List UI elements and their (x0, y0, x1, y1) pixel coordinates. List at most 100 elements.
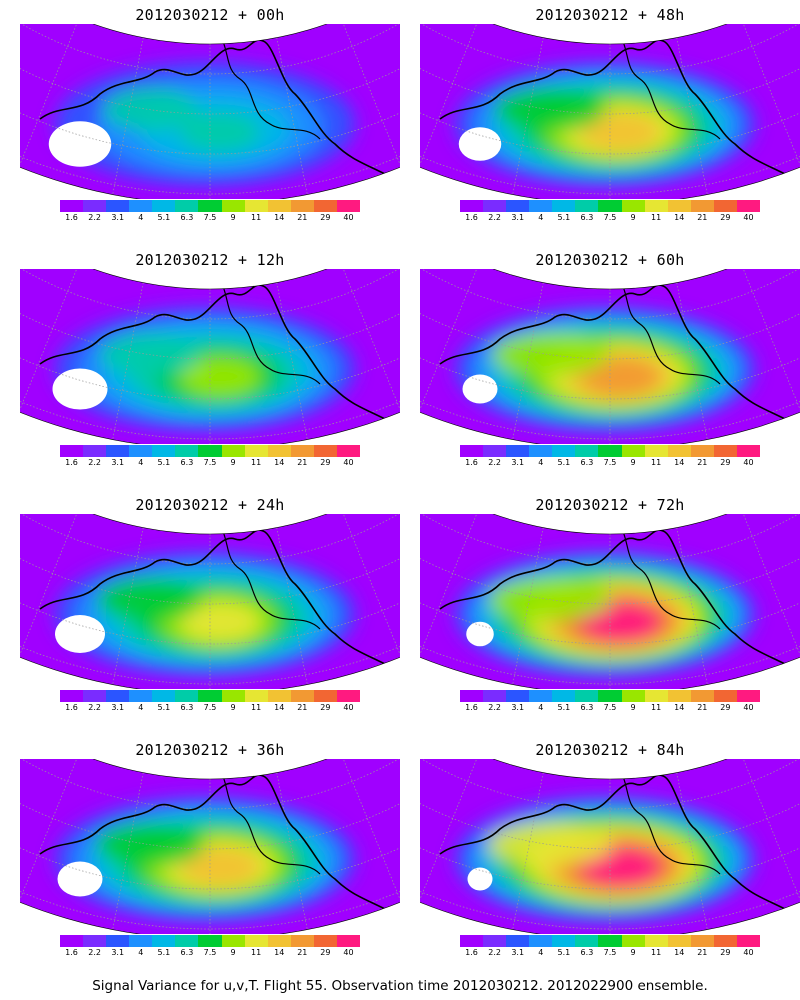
colorbar-tick-label: 29 (320, 948, 331, 957)
colorbar-segment (267, 200, 291, 212)
colorbar-segment (152, 200, 176, 212)
coastline (39, 284, 386, 420)
figure-caption: Signal Variance for u,v,T. Flight 55. Ob… (92, 978, 708, 994)
colorbar-tick-label: 1.6 (465, 948, 478, 957)
coastline (619, 523, 721, 630)
colorbar-tick-label: 14 (674, 948, 685, 957)
colorbar-segment (644, 935, 668, 947)
colorbar-segment (598, 935, 622, 947)
colorbar-segment (60, 445, 84, 457)
coastline (39, 774, 386, 910)
forecast-panel: 2012030212 + 60h 1.6 2.2 3.1 4 5.1 6.3 7.5 9 11 14… (420, 245, 800, 490)
colorbar-segment (244, 690, 268, 702)
colorbar-segment (552, 690, 576, 702)
variance-contour (97, 577, 203, 621)
colorbar-segment (529, 445, 553, 457)
colorbar-segment (221, 690, 245, 702)
colorbar-tick-label: 11 (251, 458, 262, 467)
colorbar-segment (244, 200, 268, 212)
coastline (219, 523, 321, 630)
low-variance-region (458, 127, 502, 161)
colorbar-tick-label: 2.2 (488, 213, 501, 222)
variance-map (420, 24, 800, 199)
variance-map (420, 269, 800, 444)
colorbar-segment (152, 690, 176, 702)
graticule (420, 759, 800, 934)
panel-title: 2012030212 + 72h (535, 496, 685, 514)
colorbar-tick-label: 7.5 (603, 948, 617, 957)
colorbar-tick-label: 40 (743, 458, 754, 467)
forecast-panel: 2012030212 + 48h 1.6 2.2 3.1 4 5.1 6.3 7.5 9 11 14… (420, 0, 800, 245)
colorbar-segment (83, 935, 107, 947)
colorbar-segment (267, 690, 291, 702)
colorbar-tick-label: 11 (651, 948, 662, 957)
colorbar-segment (506, 445, 530, 457)
colorbar-tick-label: 3.1 (111, 948, 125, 957)
colorbar-segment (313, 690, 337, 702)
map-field (420, 24, 800, 199)
map-border (20, 269, 400, 444)
colorbar-segment (644, 690, 668, 702)
map-field (20, 24, 400, 199)
colorbar-tick-label: 2.2 (88, 213, 101, 222)
colorbar-segment (736, 445, 761, 457)
colorbar-segment (644, 445, 668, 457)
colorbar-tick-label: 9 (230, 458, 236, 467)
colorbar-tick-label: 1.6 (465, 458, 478, 467)
colorbar-tick-label: 1.6 (465, 703, 478, 712)
map-border (420, 24, 800, 199)
colorbar-tick-label: 1.6 (65, 703, 78, 712)
colorbar-segment (267, 935, 291, 947)
map-border (420, 759, 800, 934)
graticule (420, 514, 800, 689)
colorbar-labels: 1.6 2.2 3.1 4 5.1 6.3 7.5 9 11 14 21 29 40 (460, 703, 760, 715)
colorbar-tick-label: 1.6 (65, 458, 78, 467)
colorbar-tick-label: 29 (720, 458, 731, 467)
colorbar-tick-label: 3.1 (111, 213, 125, 222)
colorbar-segment (483, 935, 507, 947)
colorbar-tick-label: 4 (538, 213, 544, 222)
colorbar-tick-label: 11 (251, 213, 262, 222)
forecast-panel: 2012030212 + 00h 1.6 2.2 3.1 4 5.1 6.3 7.5 9 11 14… (20, 0, 400, 245)
colorbar (460, 935, 761, 947)
colorbar-tick-label: 2.2 (488, 458, 501, 467)
colorbar (460, 690, 761, 702)
colorbar-tick-label: 9 (230, 213, 236, 222)
colorbar-segment (336, 690, 361, 702)
colorbar-tick-label: 3.1 (111, 458, 125, 467)
colorbar-segment (460, 935, 484, 947)
graticule (20, 759, 400, 934)
colorbar-segment (267, 445, 291, 457)
map-field (420, 514, 800, 689)
colorbar-tick-label: 29 (320, 458, 331, 467)
colorbar-tick-label: 29 (720, 703, 731, 712)
colorbar-segment (221, 445, 245, 457)
colorbar-tick-label: 14 (274, 213, 285, 222)
colorbar-tick-label: 11 (651, 458, 662, 467)
colorbar-segment (152, 935, 176, 947)
colorbar-segment (667, 445, 691, 457)
variance-contour (180, 602, 260, 642)
panel-title: 2012030212 + 00h (135, 6, 285, 24)
colorbar (460, 445, 761, 457)
colorbar-tick-label: 5.1 (157, 703, 171, 712)
colorbar-tick-label: 6.3 (580, 458, 594, 467)
colorbar-segment (244, 445, 268, 457)
variance-contour (580, 112, 660, 152)
map-border (420, 269, 800, 444)
colorbar-segment (198, 935, 222, 947)
colorbar-segment (667, 200, 691, 212)
colorbar-tick-label: 6.3 (180, 213, 194, 222)
colorbar-tick-label: 11 (651, 703, 662, 712)
colorbar (60, 690, 361, 702)
colorbar-tick-label: 5.1 (557, 458, 571, 467)
colorbar-tick-label: 14 (674, 458, 685, 467)
colorbar-segment (736, 935, 761, 947)
map-field (420, 759, 800, 934)
colorbar-segment (552, 935, 576, 947)
variance-contour (491, 332, 609, 376)
variance-contour (488, 577, 612, 621)
colorbar-tick-label: 9 (230, 948, 236, 957)
colorbar-labels: 1.6 2.2 3.1 4 5.1 6.3 7.5 9 11 14 21 29 40 (60, 703, 360, 715)
colorbar-tick-label: 1.6 (65, 213, 78, 222)
